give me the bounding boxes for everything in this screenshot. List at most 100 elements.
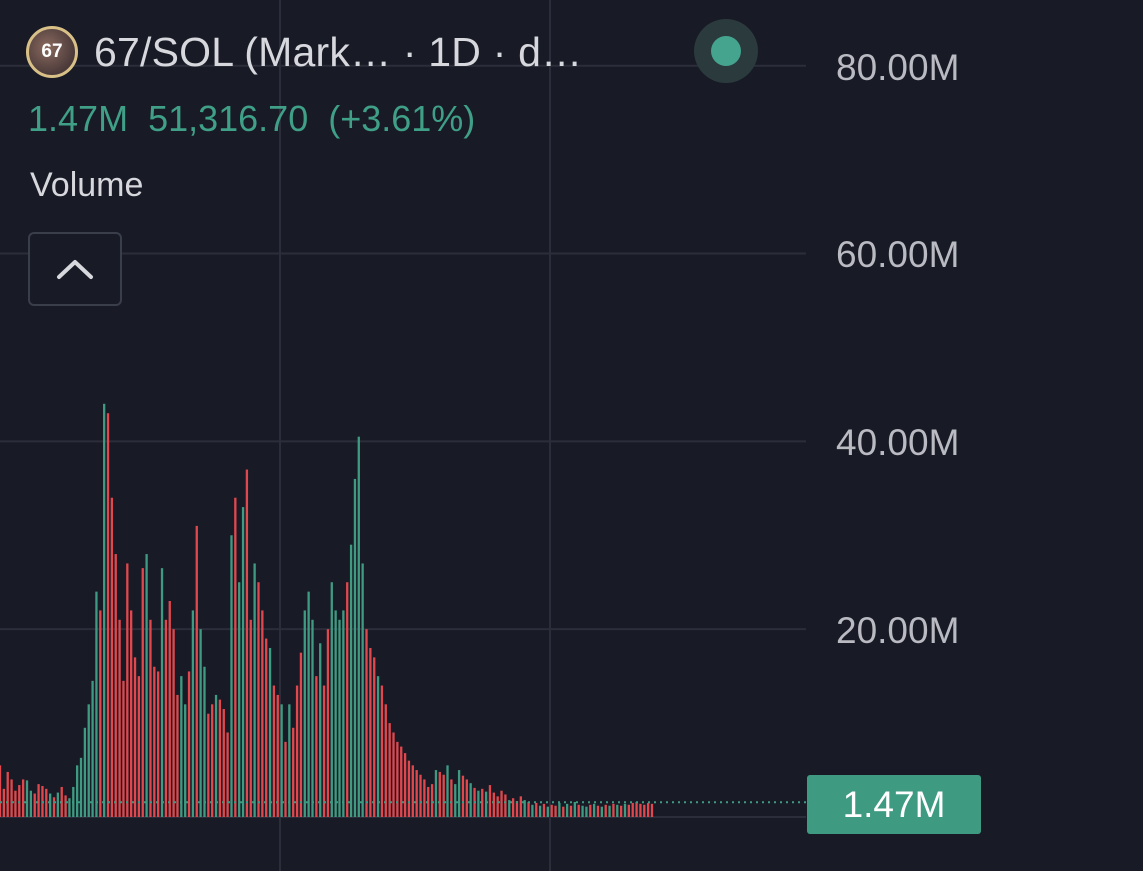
volume-bar [76,765,79,817]
volume-bar [361,563,364,817]
volume-bar [49,793,52,817]
volume-bar [330,582,333,817]
volume-bar [234,497,237,817]
volume-bar [280,704,283,817]
volume-bar [99,610,102,817]
volume-bar [37,784,40,817]
volume-bar [369,647,372,817]
volume-bar [396,741,399,817]
symbol-title: 67/SOL (Mark… · 1D · d… [94,28,583,75]
volume-bar [380,685,384,817]
volume-bar [496,796,499,817]
volume-bar [465,779,468,817]
volume-bar [133,657,137,817]
volume-bar [268,647,272,817]
volume-bar [311,619,314,817]
volume-bar [249,619,252,817]
volume-bar [608,805,611,817]
volume-bar [83,727,87,817]
volume-bar [110,497,114,817]
volume-bar [461,775,465,817]
volume-bar [585,806,588,817]
volume-bar [187,671,191,817]
volume-bar [376,676,380,817]
volume-bar [357,436,360,817]
volume-bar [211,704,214,817]
volume-bar [257,582,260,817]
volume-bar [643,804,646,817]
volume-bar [195,525,198,817]
volume-bar [484,791,488,817]
volume-bar [600,806,603,817]
volume-bar [519,796,522,817]
volume-bar [68,798,71,817]
volume-bar [326,629,330,817]
coin-logo-icon: 67 [26,26,78,78]
volume-bar [184,704,187,817]
volume-bar [157,671,160,817]
volume-bar [153,666,156,817]
volume-bars [0,403,654,817]
volume-bar [261,610,264,817]
volume-bar [346,582,349,817]
volume-bar [191,610,195,817]
volume-bar [573,801,576,817]
volume-bar [604,804,607,817]
volume-bar [0,765,2,817]
volume-bar [538,805,542,817]
volume-bar [565,803,569,817]
y-tick-label-60m: 60.00M [836,234,960,275]
y-tick-label-20m: 20.00M [836,610,960,651]
volume-bar [384,704,387,817]
volume-bar [33,793,36,817]
volume-bar [639,803,642,817]
volume-bar [103,403,106,817]
volume-bar [477,790,480,817]
volume-bar [373,657,376,817]
y-tick-label-40m: 40.00M [836,422,960,463]
live-status-button[interactable] [694,19,758,83]
volume-bar [504,794,507,817]
volume-bar [635,801,638,817]
volume-bar [295,685,299,817]
volume-bar [423,779,426,817]
value-row: 1.47M 51,316.70 (+3.61%) [28,98,495,140]
volume-bar [160,568,164,817]
volume-bar [365,629,368,817]
volume-bar [569,805,573,817]
volume-bar [411,765,414,817]
volume-bar [488,785,492,817]
volume-bar [535,802,538,817]
volume-bar [631,802,634,817]
volume-bar [349,544,353,817]
volume-bar [168,601,171,817]
volume-bar [199,629,202,817]
volume-bar [415,770,418,817]
volume-bar [79,757,83,817]
volume-bar [18,785,21,817]
volume-bar [64,795,67,817]
volume-bar [623,803,627,817]
volume-bar [407,760,411,817]
volume-bar [457,770,461,817]
volume-bar [284,741,287,817]
volume-bar [319,643,322,817]
volume-bar [207,713,210,817]
volume-bar [481,788,484,817]
volume-bar [114,554,117,817]
volume-bar [403,753,407,817]
volume-bar [172,629,175,817]
volume-bar [25,780,29,817]
price-value: 51,316.70 [148,98,309,139]
symbol-title-row[interactable]: 67 67/SOL (Mark… · 1D · d… [26,24,582,80]
volume-bar [141,568,144,817]
volume-bar [118,619,121,817]
live-status-icon [711,36,741,66]
volume-bar [469,783,472,817]
collapse-button[interactable] [28,232,122,306]
volume-bar [226,732,229,817]
volume-bar [646,802,650,817]
volume-bar [288,704,291,817]
volume-bar [612,803,615,817]
